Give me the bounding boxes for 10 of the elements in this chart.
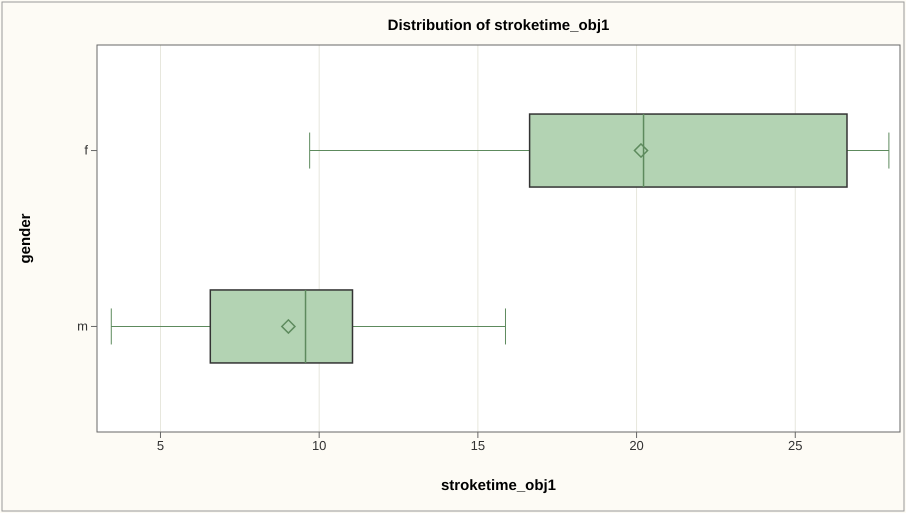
x-tick-label: 25	[788, 438, 802, 454]
x-tick-label: 5	[156, 438, 164, 454]
x-tick-label: 20	[629, 438, 644, 454]
y-tick-label: f	[84, 142, 88, 158]
y-tick-label: m	[77, 318, 88, 334]
y-axis-title: gender	[17, 213, 34, 264]
x-tick-label: 10	[312, 438, 326, 454]
x-tick-label: 15	[470, 438, 486, 454]
x-axis-title: stroketime_obj1	[440, 477, 556, 494]
chart-title: Distribution of stroketime_obj1	[388, 17, 610, 34]
